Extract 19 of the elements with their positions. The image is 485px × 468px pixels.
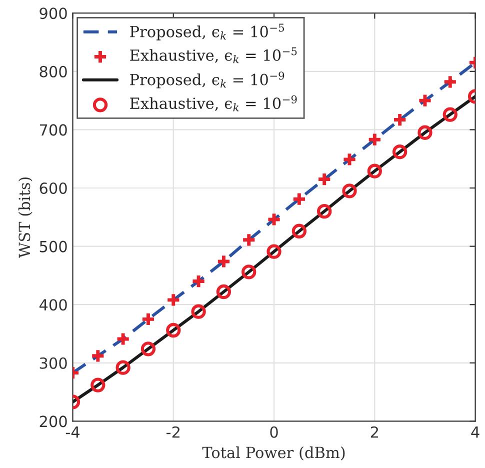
- y-tick-label: 200: [40, 416, 67, 428]
- legend-label: Proposed, ϵ$_{k}$ = 10$^{−5}$: [130, 24, 284, 40]
- y-tick-label: 800: [40, 66, 67, 78]
- y-tick-label: 900: [40, 8, 67, 20]
- y-tick-label: 400: [39, 299, 67, 311]
- legend-label: Proposed, ϵ$_{k}$ = 10$^{−9}$: [130, 72, 284, 88]
- legend-label: Exhaustive, ϵ$_{k}$ = 10$^{−9}$: [130, 95, 297, 112]
- legend-label: Exhaustive, ϵ$_{k}$ = 10$^{−5}$: [130, 47, 297, 64]
- x-tick-label: -4: [66, 426, 80, 438]
- y-tick-label: 300: [40, 357, 67, 369]
- x-tick-label: 2: [370, 426, 378, 438]
- x-axis-title: Total Power (dBm): [202, 446, 345, 460]
- x-tick-label: -2: [166, 426, 180, 438]
- y-tick-label: 500: [40, 240, 67, 252]
- y-tick-label: 700: [40, 124, 67, 136]
- y-tick-label: 600: [40, 182, 67, 194]
- y-axis-title: WST (bits): [18, 177, 32, 258]
- x-tick-label: 4: [471, 426, 480, 438]
- x-tick-label: 0: [270, 426, 278, 438]
